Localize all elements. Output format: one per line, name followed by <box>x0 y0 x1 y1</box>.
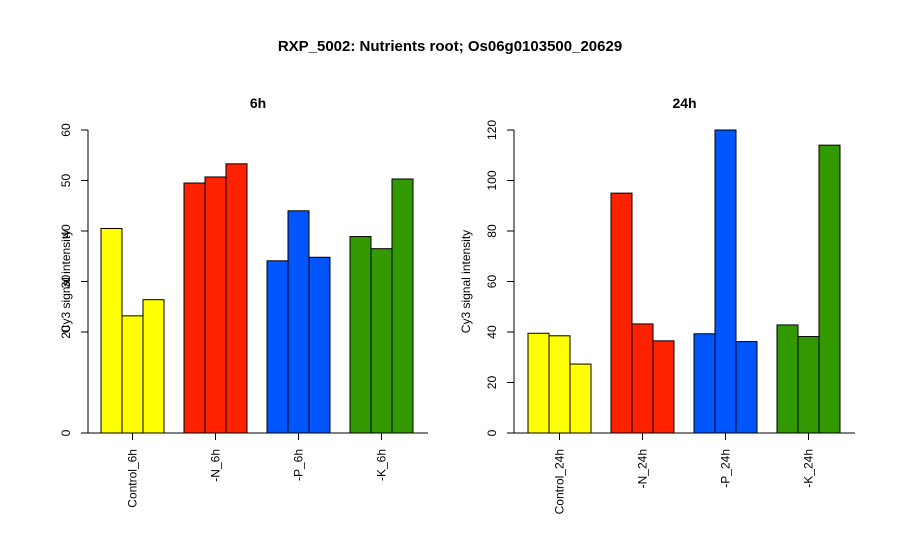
panel-24h-y-tick-label: 0 <box>485 429 499 436</box>
bar--K_24h <box>818 144 841 434</box>
bar--K_6h <box>349 236 372 434</box>
x-label--N_6h: -N_6h <box>209 449 223 482</box>
panel-6h-y-label: Cy3 signal intensity <box>59 230 73 333</box>
x-label-Control_6h: Control_6h <box>126 449 140 508</box>
bar--P_24h <box>714 129 737 434</box>
bar--N_6h <box>225 163 248 434</box>
x-label--N_24h: -N_24h <box>636 449 650 488</box>
bar--P_6h <box>308 256 331 434</box>
bar--K_6h <box>391 178 414 434</box>
panel-24h-title: 24h <box>672 95 696 111</box>
panel-24h-y-tick-label: 80 <box>485 224 499 238</box>
bar--N_6h <box>204 176 227 434</box>
panel-24h-y-tick-label: 60 <box>485 275 499 289</box>
panel-6h-y-tick-label: 50 <box>59 174 73 188</box>
bar--N_24h <box>652 340 675 434</box>
x-label-Control_24h: Control_24h <box>553 449 567 514</box>
panel-24h-y-label: Cy3 signal intensity <box>459 230 473 333</box>
panel-6h-y-tick-label: 40 <box>59 224 73 238</box>
bar--K_6h <box>370 248 393 434</box>
bar--P_24h <box>693 333 716 434</box>
panel-6h-y-tick-label: 0 <box>59 429 73 436</box>
bar-Control_6h <box>121 315 144 434</box>
x-label--P_24h: -P_24h <box>719 449 733 488</box>
bar--N_24h <box>610 192 633 434</box>
x-label--P_6h: -P_6h <box>292 449 306 481</box>
panel-6h-title: 6h <box>250 95 266 111</box>
bar--N_24h <box>631 323 654 434</box>
bar-Control_24h <box>527 332 550 434</box>
bar--K_24h <box>797 336 820 434</box>
panel-24h-y-tick-label: 40 <box>485 325 499 339</box>
panel-24h-y-tick-label: 20 <box>485 376 499 390</box>
bar-Control_6h <box>142 299 165 434</box>
bar-Control_24h <box>569 363 592 434</box>
panel-6h-y-tick-label: 30 <box>59 275 73 289</box>
bar--P_6h <box>266 260 289 434</box>
panel-24h-y-tick-label: 120 <box>485 120 499 140</box>
panel-24h-y-tick-label: 100 <box>485 170 499 190</box>
chart-main-title: RXP_5002: Nutrients root; Os06g0103500_2… <box>277 38 623 55</box>
panel-6h-y-tick-label: 60 <box>59 123 73 137</box>
bar-Control_24h <box>548 335 571 434</box>
bar--N_6h <box>183 182 206 434</box>
bar--P_24h <box>735 341 758 434</box>
bar--K_24h <box>776 324 799 434</box>
x-label--K_24h: -K_24h <box>802 449 816 488</box>
panel-6h-y-tick-label: 20 <box>59 325 73 339</box>
bar--P_6h <box>287 210 310 434</box>
bar-Control_6h <box>100 227 123 434</box>
x-label--K_6h: -K_6h <box>375 449 389 481</box>
